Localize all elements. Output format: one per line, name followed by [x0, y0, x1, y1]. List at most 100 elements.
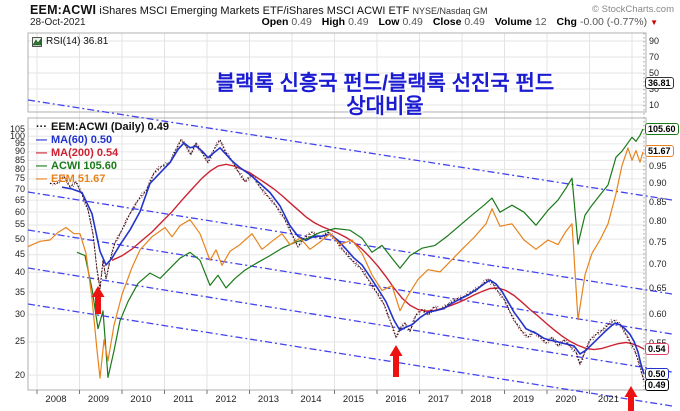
line-marker-icon: —	[36, 173, 47, 185]
main-legend: ··· EEM:ACWI (Daily) 0.49 — MA(60) 0.50 — MA(…	[36, 121, 169, 186]
left-axis-tick-label: 95	[14, 138, 25, 149]
right-axis-tick-label: 0.75	[649, 237, 667, 248]
right-axis-tick-label: 0.95	[649, 160, 667, 171]
up-arrow-annotation	[624, 386, 638, 411]
annotation-title-line2: 상대비율	[346, 95, 424, 118]
left-axis-tick-label: 100	[9, 130, 25, 141]
chg-value: -0.00 (-0.77%)	[579, 16, 648, 28]
year-label: 2020	[555, 394, 577, 405]
high-value: 0.49	[348, 16, 369, 28]
symbol: EEM:ACWI	[30, 3, 97, 17]
legend-item-label: MA(200) 0.54	[51, 147, 119, 159]
year-label: 2017	[427, 394, 450, 405]
trend-channel-line	[27, 191, 673, 295]
left-axis-tick-label: 55	[14, 219, 25, 230]
trend-channel-line	[27, 267, 673, 373]
left-axis-tick-label: 65	[14, 194, 25, 205]
legend-item-1: — MA(60) 0.50	[36, 134, 169, 147]
rsi-axis-tick-label: 50	[649, 67, 660, 78]
year-label: 2008	[45, 394, 67, 405]
annotation-title: 블랙록 신흥국 펀드/블랙록 선진국 펀드 상대비율	[90, 72, 680, 118]
year-label: 2014	[300, 394, 322, 405]
right-axis-tick-label: 0.70	[649, 259, 667, 270]
trend-channel-line	[27, 99, 673, 201]
right-axis-tick-label: 0.60	[649, 309, 667, 320]
right-axis-tick-label: 0.65	[649, 283, 667, 294]
indicator-icon	[32, 36, 42, 47]
annotation-title-line1: 블랙록 신흥국 펀드/블랙록 선진국 펀드	[215, 72, 555, 95]
value-box: 51.67	[645, 144, 674, 157]
up-arrow-annotation	[389, 345, 403, 377]
left-axis-tick-label: 60	[14, 206, 25, 217]
year-label: 2012	[215, 394, 237, 405]
left-axis-tick-label: 75	[14, 173, 25, 184]
right-axis-tick-label: 0.85	[649, 196, 667, 207]
high-label: High	[321, 16, 346, 28]
low-value: 0.49	[402, 16, 423, 28]
year-label: 2010	[130, 394, 152, 405]
rsi-panel-border	[27, 32, 647, 113]
value-box: 0.49	[645, 378, 669, 391]
exchange: NYSE/Nasdaq GM	[412, 6, 488, 16]
rsi-legend-label: RSI(14) 36.81	[46, 36, 109, 47]
chart-date: 28-Oct-2021	[30, 17, 86, 28]
left-axis-tick-label: 90	[14, 146, 25, 157]
legend-item-0: ··· EEM:ACWI (Daily) 0.49	[36, 121, 169, 134]
legend-item-3: — ACWI 105.60	[36, 160, 169, 173]
line-marker-icon: —	[36, 134, 47, 146]
low-label: Low	[378, 16, 400, 28]
copyright: © StockCharts.com	[592, 4, 674, 15]
close-value: 0.49	[464, 16, 485, 28]
left-axis-tick-label: 50	[14, 233, 25, 244]
ratio-daily-noise	[49, 139, 645, 381]
left-axis-tick-label: 40	[14, 266, 25, 277]
quote-line: Open 0.49 High 0.49 Low 0.49 Close 0.49 Volu…	[262, 16, 658, 28]
ratio-daily-line	[50, 138, 645, 381]
legend-item-label: EEM 51.67	[51, 173, 106, 185]
dotted-marker-icon: ···	[36, 121, 47, 133]
chart-header: EEM:ACWI iShares MSCI Emerging Markets E…	[30, 3, 488, 17]
value-box: 0.50	[645, 367, 669, 380]
value-box: 105.60	[645, 122, 679, 135]
line-marker-icon: —	[36, 147, 47, 159]
ma200-line	[111, 163, 645, 351]
eem-line	[27, 147, 644, 379]
open-value: 0.49	[291, 16, 312, 28]
open-label: Open	[261, 16, 289, 28]
year-label: 2018	[470, 394, 492, 405]
rsi-axis-tick-label: 70	[649, 51, 660, 62]
symbol-description: iShares MSCI Emerging Markets ETF/iShare…	[99, 5, 410, 17]
right-axis-tick-label: 0.80	[649, 216, 667, 227]
rsi-legend: RSI(14) 36.81	[32, 36, 108, 47]
ma60-line	[61, 141, 645, 375]
year-label: 2016	[385, 394, 407, 405]
year-label: 2011	[173, 394, 194, 405]
year-label: 2009	[87, 394, 110, 405]
trend-channel-line	[27, 303, 673, 407]
left-axis-tick-label: 80	[14, 163, 25, 174]
legend-item-4: — EEM 51.67	[36, 173, 169, 186]
up-arrow-annotation	[91, 286, 105, 314]
left-axis-tick-label: 70	[14, 183, 25, 194]
left-axis-tick-label: 35	[14, 286, 25, 297]
year-label: 2021	[597, 394, 620, 405]
left-axis-tick-label: 30	[14, 309, 25, 320]
year-label: 2019	[512, 394, 535, 405]
legend-item-2: — MA(200) 0.54	[36, 147, 169, 160]
main-panel-border	[27, 117, 647, 391]
value-box: 0.54	[645, 342, 669, 355]
rsi-axis-tick-label: 90	[649, 35, 660, 46]
line-marker-icon: —	[36, 160, 47, 172]
rsi-axis-tick-label: 10	[649, 99, 660, 110]
legend-item-label: ACWI 105.60	[51, 160, 118, 172]
legend-item-label: EEM:ACWI (Daily) 0.49	[51, 121, 169, 133]
legend-item-label: MA(60) 0.50	[51, 134, 113, 146]
volume-value: 12	[534, 16, 547, 28]
right-axis-tick-label: 0.90	[649, 178, 667, 189]
close-label: Close	[432, 16, 462, 28]
left-axis-tick-label: 105	[9, 123, 25, 134]
left-axis-tick-label: 25	[14, 336, 25, 347]
change-down-icon: ▼	[650, 18, 658, 27]
